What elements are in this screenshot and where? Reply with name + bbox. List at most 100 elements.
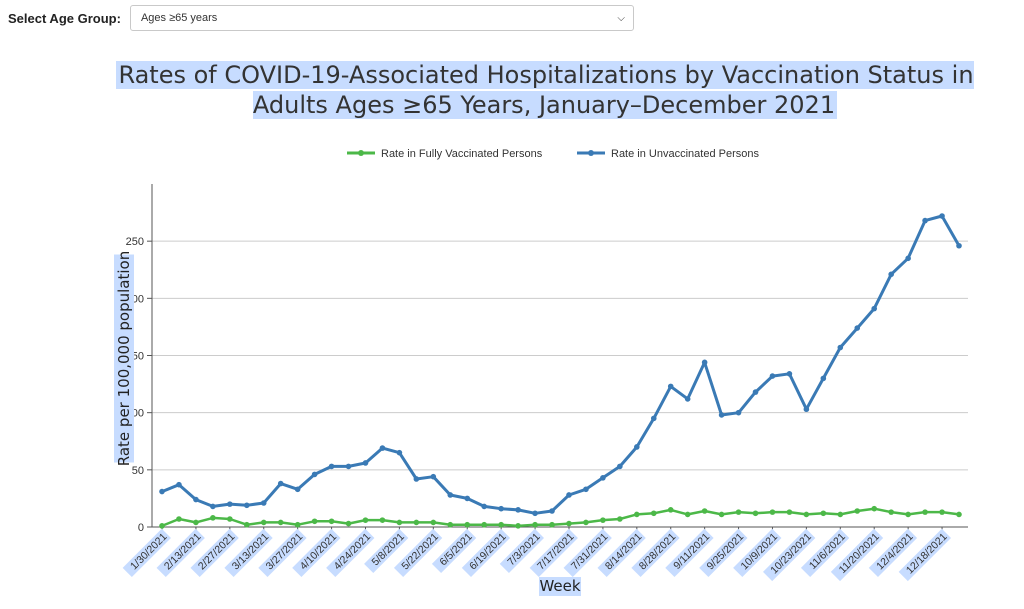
y-axis-title-highlight: [114, 254, 134, 463]
x-tick-highlight: [699, 528, 748, 578]
data-point: [362, 517, 369, 523]
data-point: [820, 375, 827, 382]
data-point: [820, 510, 827, 517]
series-unvaccinated: [159, 213, 962, 517]
data-point: [396, 519, 403, 526]
data-point: [532, 510, 538, 517]
data-point: [176, 481, 182, 488]
x-tick-highlight: [563, 528, 612, 578]
x-tick-highlight: [190, 528, 239, 578]
data-point: [159, 523, 165, 529]
x-tick-highlight: [529, 528, 578, 578]
x-tick-highlight: [431, 528, 477, 574]
x-tick-highlight: [393, 528, 443, 578]
data-point: [718, 412, 725, 418]
data-point: [532, 521, 538, 528]
x-tick-highlight: [830, 528, 884, 582]
data-point: [650, 510, 657, 517]
data-point: [227, 516, 233, 522]
x-tick-highlight: [258, 528, 307, 578]
data-point: [583, 486, 589, 493]
data-point: [447, 492, 454, 498]
data-point: [176, 516, 182, 522]
data-point: [735, 509, 742, 515]
data-point: [634, 511, 640, 518]
x-tick-highlight: [292, 528, 341, 578]
data-point: [159, 488, 165, 495]
data-point: [345, 520, 352, 527]
data-point: [498, 521, 504, 528]
x-tick-highlight: [631, 528, 680, 578]
data-point: [939, 509, 945, 515]
data-point: [379, 445, 386, 451]
data-point: [735, 409, 742, 416]
x-tick-highlight: [763, 528, 816, 582]
legend-item-vaccinated: Rate in Fully Vaccinated Persons: [347, 148, 543, 160]
data-point: [769, 509, 776, 515]
data-point: [871, 505, 878, 512]
data-point: [634, 444, 640, 450]
data-point: [260, 519, 267, 526]
data-point: [617, 463, 623, 470]
series-line: [161, 507, 960, 528]
data-point: [667, 507, 674, 513]
data-point: [210, 503, 216, 510]
y-tick-label: 250: [126, 236, 144, 248]
data-point: [464, 495, 471, 502]
chevron-down-icon: ⌵: [617, 12, 625, 24]
data-point: [752, 389, 759, 395]
data-point: [684, 511, 691, 518]
age-group-select[interactable]: Ages ≥65 years ⌵: [129, 5, 634, 31]
data-point: [854, 325, 861, 331]
data-point: [684, 396, 691, 402]
data-point: [294, 486, 301, 493]
x-tick-highlight: [800, 528, 850, 578]
data-point: [481, 521, 487, 528]
legend-item-unvaccinated: Rate in Unvaccinated Persons: [577, 148, 759, 160]
data-point: [600, 475, 606, 481]
data-point: [871, 305, 878, 312]
data-point: [193, 496, 199, 503]
data-point: [260, 500, 267, 506]
x-axis-title-highlight: [539, 577, 581, 596]
data-point: [379, 517, 386, 523]
data-point: [396, 449, 403, 456]
x-tick-highlight: [461, 528, 511, 578]
data-point: [905, 511, 911, 518]
data-point: [243, 521, 250, 528]
data-point: [854, 508, 861, 514]
data-point: [888, 271, 894, 278]
x-tick-highlight: [898, 528, 951, 582]
data-point: [227, 501, 233, 507]
data-point: [413, 476, 420, 482]
data-point: [430, 519, 437, 526]
age-group-value: Ages ≥65 years: [140, 12, 218, 24]
data-point: [515, 507, 521, 513]
age-group-selector: Select Age Group: Ages ≥65 years ⌵: [8, 4, 634, 32]
data-point: [311, 471, 318, 478]
data-point: [515, 523, 521, 529]
x-tick-highlight: [665, 528, 714, 578]
x-tick-highlight: [597, 528, 646, 578]
data-point: [549, 521, 555, 528]
series-vaccinated: [159, 505, 962, 529]
x-tick-highlight: [224, 528, 273, 578]
legend-marker: [588, 150, 594, 156]
series-layer: [159, 213, 962, 529]
data-point: [905, 255, 911, 262]
gridlines: [152, 240, 968, 471]
data-point: [328, 518, 335, 525]
x-tick-highlight: [499, 528, 545, 574]
data-point: [701, 508, 708, 514]
age-group-label: Select Age Group:: [8, 10, 121, 26]
data-point: [549, 508, 555, 514]
data-point: [888, 509, 894, 515]
data-point: [718, 511, 725, 518]
y-axis-title-text: Rate per 100,000 population: [115, 251, 133, 466]
x-tick-highlight: [364, 528, 409, 574]
data-point: [243, 502, 250, 509]
data-point: [277, 519, 284, 526]
data-point: [922, 509, 928, 515]
data-point: [210, 515, 216, 521]
